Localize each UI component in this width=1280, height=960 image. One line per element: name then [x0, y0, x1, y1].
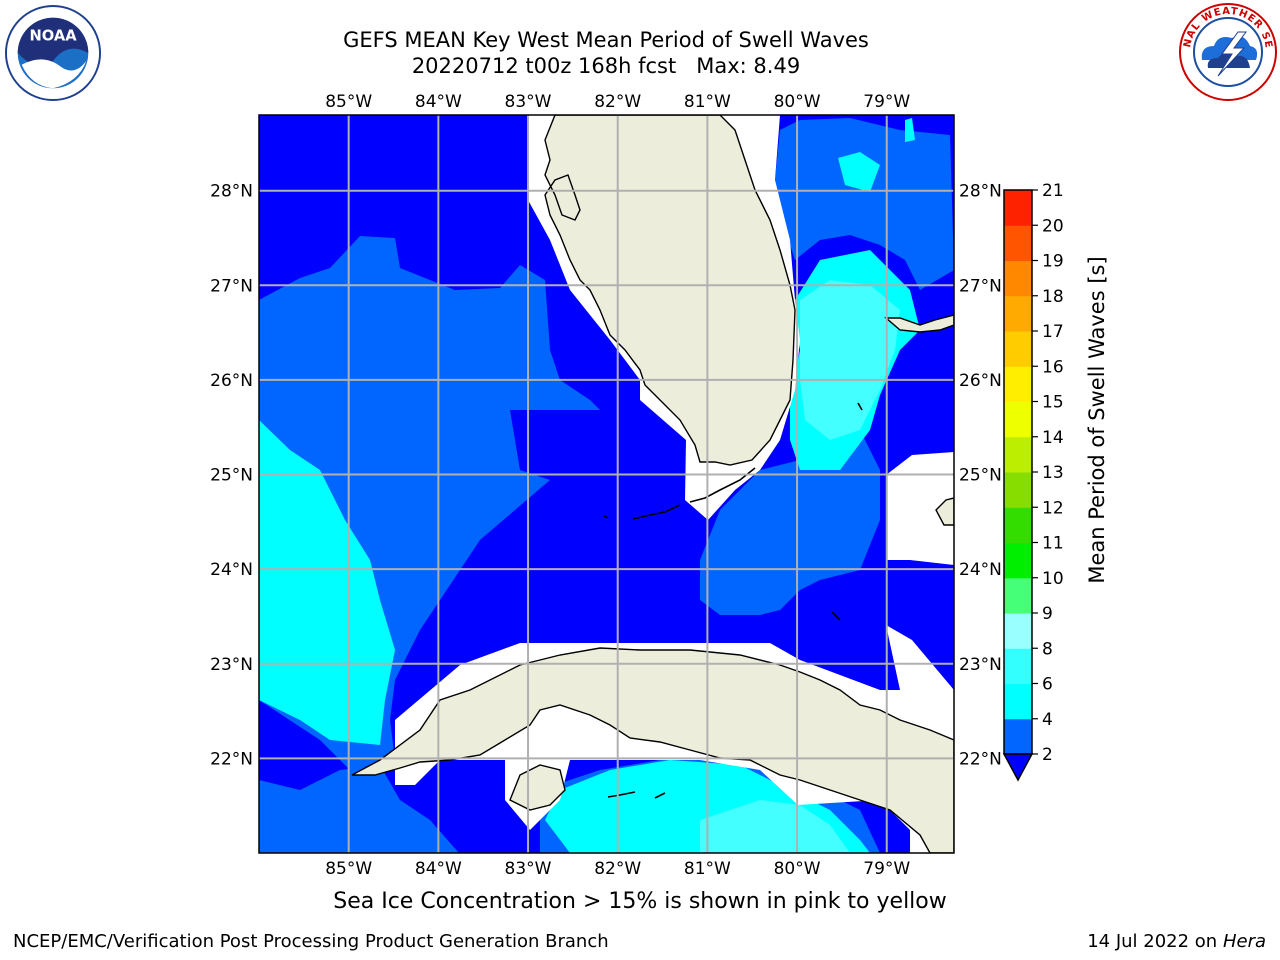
lat-tick-label-right: 22°N [959, 749, 1002, 769]
lat-tick-label-right: 27°N [959, 276, 1002, 296]
lon-tick-label-top: 80°W [774, 92, 821, 112]
lon-tick-label-top: 85°W [325, 92, 372, 112]
nws-logo-icon: NATIONAL WEATHER SERVICE [1178, 2, 1277, 101]
lon-tick-label-bottom: 83°W [505, 859, 552, 879]
sea-ice-caption: Sea Ice Concentration > 15% is shown in … [333, 889, 947, 914]
land-bahamas-grand [884, 314, 954, 333]
lon-tick-label-top: 81°W [684, 92, 731, 112]
lon-tick-label-bottom: 79°W [863, 859, 910, 879]
colorbar-tick-label: 13 [1042, 463, 1064, 483]
colorbar-tick-label: 11 [1042, 534, 1064, 554]
lon-tick-label-bottom: 82°W [594, 859, 641, 879]
footer-date: 14 Jul 2022 on Hera [1087, 931, 1266, 952]
land-florida [544, 115, 796, 466]
land-isla-de-la-juventud [509, 764, 566, 811]
colorbar-band [1004, 366, 1032, 402]
colorbar-band [1004, 472, 1032, 508]
lon-tick-label-bottom: 85°W [325, 859, 372, 879]
lat-tick-label-right: 23°N [959, 655, 1002, 675]
map-panel [259, 115, 954, 853]
colorbar-tick-label: 9 [1042, 604, 1053, 624]
colorbar-tick-label: 2 [1042, 745, 1053, 765]
chart-title: GEFS MEAN Key West Mean Period of Swell … [343, 28, 869, 52]
colorbar-tick-label: 20 [1042, 216, 1064, 236]
lat-tick-label-right: 26°N [959, 371, 1002, 391]
lat-tick-label-left: 26°N [210, 371, 253, 391]
colorbar-band [1004, 613, 1032, 649]
swell-band-6-8 [700, 280, 900, 853]
colorbar-tick-label: 14 [1042, 428, 1064, 448]
lon-tick-label-top: 82°W [594, 92, 641, 112]
map-grid [259, 115, 954, 853]
lon-tick-label-top: 79°W [863, 92, 910, 112]
colorbar-band [1004, 295, 1032, 332]
florida-keys [603, 402, 863, 799]
colorbar-tick-label: 15 [1042, 393, 1064, 413]
colorbar-tick-label: 6 [1042, 675, 1053, 695]
colorbar-tick-label: 21 [1042, 181, 1064, 201]
colorbar-tick-label: 19 [1042, 252, 1064, 272]
colorbar-band [1004, 683, 1032, 720]
lat-tick-label-left: 25°N [210, 466, 253, 486]
colorbar-band [1004, 542, 1032, 579]
noaa-logo-icon: NOAA [4, 4, 102, 102]
colorbar-band [1004, 718, 1032, 755]
lon-tick-label-bottom: 84°W [415, 859, 462, 879]
colorbar-tick-label: 16 [1042, 357, 1064, 377]
colorbar-band [1004, 225, 1032, 261]
footer-credit: NCEP/EMC/Verification Post Processing Pr… [13, 931, 609, 952]
colorbar-band [1004, 436, 1032, 473]
lat-tick-label-right: 24°N [959, 560, 1002, 580]
colorbar-band [1004, 648, 1032, 684]
colorbar-tick-label: 17 [1042, 322, 1064, 342]
land-bahamas-south [935, 497, 954, 526]
colorbar-band [1004, 507, 1032, 543]
lon-tick-label-top: 83°W [505, 92, 552, 112]
lon-tick-label-bottom: 80°W [774, 859, 821, 879]
lat-tick-label-left: 28°N [210, 182, 253, 202]
colorbar-tick-label: 12 [1042, 498, 1064, 518]
lat-tick-label-right: 28°N [959, 182, 1002, 202]
land-masses [351, 115, 954, 853]
colorbar-tick-label: 4 [1042, 710, 1053, 730]
colorbar-band [1004, 190, 1032, 226]
lat-tick-label-right: 25°N [959, 466, 1002, 486]
lat-tick-label-left: 22°N [210, 749, 253, 769]
colorbar-band [1004, 260, 1032, 297]
map-frame [258, 114, 955, 854]
colorbar-tick-label: 8 [1042, 639, 1053, 659]
colorbar-tick-label: 10 [1042, 569, 1064, 589]
colorbar-band [1004, 577, 1032, 614]
colorbar-band [1004, 331, 1032, 367]
lon-tick-label-bottom: 81°W [684, 859, 731, 879]
lat-tick-label-left: 27°N [210, 276, 253, 296]
colorbar-band [1004, 401, 1032, 438]
svg-text:NOAA: NOAA [29, 27, 77, 44]
colorbar-extend-min [1002, 753, 1034, 782]
lat-tick-label-left: 23°N [210, 655, 253, 675]
map-tick-labels: 85°W 85°W 84°W 84°W 83°W 83°W 82°W 82°W 81°W 81°W… [210, 92, 1002, 879]
colorbar-tick-label: 18 [1042, 287, 1064, 307]
lon-tick-label-top: 84°W [415, 92, 462, 112]
lat-tick-label-left: 24°N [210, 560, 253, 580]
land-cuba [351, 647, 954, 853]
colorbar: 2 4 6 8 9 10 11 12 13 14 15 16 17 18 19 20 21 [1002, 181, 1064, 782]
chart-subtitle: 20220712 t00z 168h fcst Max: 8.49 [411, 54, 801, 78]
